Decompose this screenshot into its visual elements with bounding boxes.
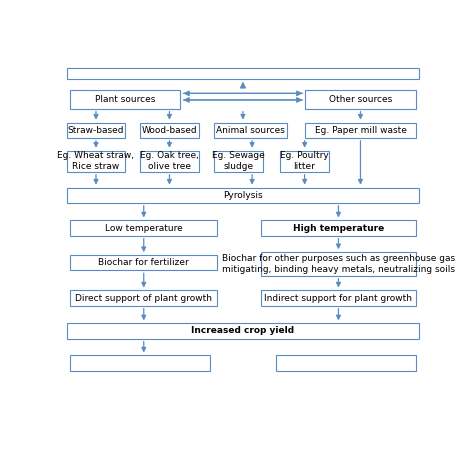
FancyBboxPatch shape [305, 123, 416, 138]
FancyBboxPatch shape [140, 151, 199, 172]
FancyBboxPatch shape [66, 323, 419, 338]
FancyBboxPatch shape [213, 123, 287, 138]
Text: Straw-based: Straw-based [68, 126, 124, 135]
Text: Increased crop yield: Increased crop yield [191, 327, 294, 336]
Text: Eg. Wheat straw,
Rice straw: Eg. Wheat straw, Rice straw [57, 151, 135, 171]
FancyBboxPatch shape [70, 220, 217, 236]
FancyBboxPatch shape [66, 123, 125, 138]
Text: Direct support of plant growth: Direct support of plant growth [75, 293, 212, 302]
Text: Biochar for other purposes such as greenhouse gas
mitigating, binding heavy meta: Biochar for other purposes such as green… [222, 254, 455, 274]
FancyBboxPatch shape [66, 188, 419, 203]
FancyBboxPatch shape [280, 151, 329, 172]
FancyBboxPatch shape [70, 291, 217, 306]
Text: Pyrolysis: Pyrolysis [223, 191, 263, 200]
Text: Indirect support for plant growth: Indirect support for plant growth [264, 293, 412, 302]
FancyBboxPatch shape [66, 68, 419, 79]
Text: Low temperature: Low temperature [105, 224, 182, 233]
Text: Biochar for fertilizer: Biochar for fertilizer [99, 258, 189, 267]
FancyBboxPatch shape [305, 91, 416, 109]
FancyBboxPatch shape [276, 356, 416, 371]
Text: Eg. Sewage
sludge: Eg. Sewage sludge [212, 151, 264, 171]
Text: High temperature: High temperature [293, 224, 384, 233]
FancyBboxPatch shape [70, 255, 217, 270]
FancyBboxPatch shape [213, 151, 263, 172]
Text: Eg. Paper mill waste: Eg. Paper mill waste [315, 126, 406, 135]
FancyBboxPatch shape [261, 252, 416, 276]
FancyBboxPatch shape [261, 291, 416, 306]
Text: Wood-based: Wood-based [142, 126, 197, 135]
FancyBboxPatch shape [70, 91, 181, 109]
Text: Other sources: Other sources [329, 95, 392, 104]
Text: Animal sources: Animal sources [216, 126, 285, 135]
FancyBboxPatch shape [70, 356, 210, 371]
Text: Eg. Oak tree,
olive tree: Eg. Oak tree, olive tree [140, 151, 199, 171]
FancyBboxPatch shape [261, 220, 416, 236]
Text: Plant sources: Plant sources [95, 95, 155, 104]
Text: Eg. Poultry
litter: Eg. Poultry litter [280, 151, 329, 171]
FancyBboxPatch shape [66, 151, 125, 172]
FancyBboxPatch shape [140, 123, 199, 138]
